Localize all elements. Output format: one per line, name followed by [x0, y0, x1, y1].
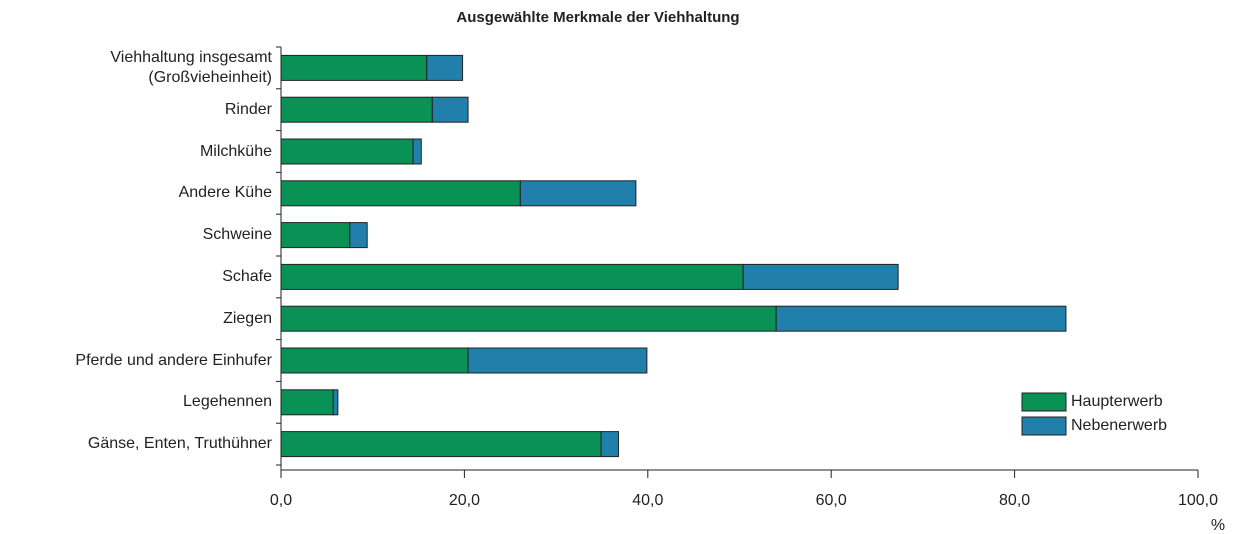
bar-segment — [280, 431, 602, 458]
bar-segment — [280, 222, 351, 249]
bar-segment — [431, 96, 469, 123]
legend-label: Nebenerwerb — [1071, 417, 1167, 434]
bar-segment — [519, 180, 637, 207]
x-axis-label: % — [1211, 517, 1225, 534]
bar-segment — [280, 305, 777, 332]
y-tick-label: Rinder — [224, 100, 272, 118]
bar-segment — [412, 138, 422, 165]
bar-segment — [280, 389, 334, 416]
x-tick-label: 100,0 — [1178, 492, 1218, 509]
bar-segment — [742, 263, 899, 290]
bar-segment — [775, 305, 1067, 332]
y-tick-label: Schweine — [202, 226, 272, 244]
x-tick-label: 20,0 — [449, 492, 480, 509]
bar-segment — [467, 347, 648, 374]
bar-segment — [600, 431, 619, 458]
bar-segment — [280, 347, 469, 374]
x-tick-label: 0,0 — [270, 492, 292, 509]
legend-swatch — [1021, 392, 1067, 412]
bar-segment — [332, 389, 339, 416]
x-tick-label: 60,0 — [816, 492, 847, 509]
y-tick-label: Gänse, Enten, Truthühner — [87, 435, 272, 453]
chart-title: Ausgewählte Merkmale der Viehhaltung — [456, 9, 739, 26]
y-tick-label: Pferde und andere Einhufer — [75, 351, 272, 369]
legend-label: Haupterwerb — [1071, 393, 1163, 410]
bar-segment — [426, 54, 464, 81]
y-tick-label: Schafe — [222, 267, 272, 285]
y-tick-label: Andere Kühe — [178, 184, 272, 202]
y-tick-label: Milchkühe — [199, 142, 272, 160]
y-tick-label: Ziegen — [223, 309, 272, 327]
y-tick-label: Viehhaltung insgesamt (Großvieheinheit) — [110, 48, 272, 86]
bar-segment — [280, 54, 428, 81]
bar-segment — [349, 222, 368, 249]
y-tick-label: Legehennen — [183, 393, 272, 411]
bar-segment — [280, 96, 433, 123]
bar-segment — [280, 263, 744, 290]
bar-segment — [280, 180, 521, 207]
bar-segment — [280, 138, 414, 165]
x-tick-label: 80,0 — [999, 492, 1030, 509]
legend-swatch — [1021, 416, 1067, 436]
x-tick-label: 40,0 — [632, 492, 663, 509]
